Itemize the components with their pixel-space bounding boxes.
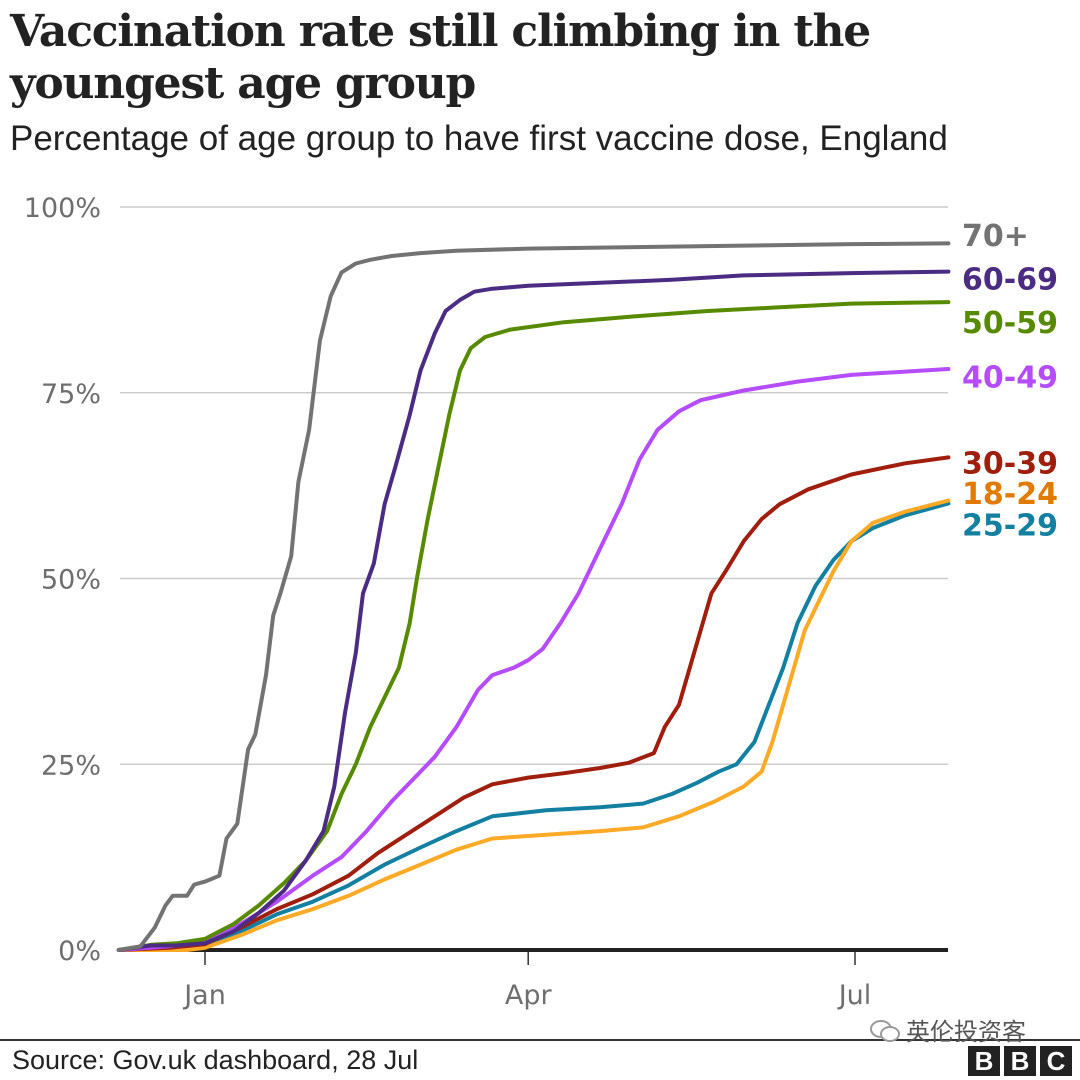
x-tick-label: Apr <box>505 980 553 1011</box>
series-line-18-24 <box>116 498 951 952</box>
watermark: 英伦投资客 <box>870 1012 1026 1047</box>
chart-subtitle: Percentage of age group to have first va… <box>10 119 948 158</box>
y-tick-label: 25% <box>41 750 101 781</box>
y-tick-label: 50% <box>41 565 101 596</box>
wechat-icon <box>870 1018 900 1042</box>
series-lines <box>116 241 951 952</box>
series-line-30-39 <box>116 455 951 952</box>
y-tick-label: 0% <box>58 936 101 967</box>
bbc-logo-letter: B <box>1004 1046 1036 1076</box>
footer-divider <box>0 1039 1080 1041</box>
y-axis: 0% 25% 50% 75% 100% <box>24 193 101 967</box>
x-tick-label: Jul <box>837 980 872 1011</box>
series-label-50-59: 50-59 <box>962 306 1058 341</box>
series-line-40-49 <box>116 367 951 952</box>
series-label-18-24: 18-24 <box>962 477 1058 512</box>
gridlines <box>120 206 948 765</box>
y-tick-label: 100% <box>24 193 101 224</box>
series-label-70plus: 70+ <box>962 219 1029 254</box>
watermark-text: 英伦投资客 <box>906 1018 1026 1046</box>
x-axis: Jan Apr Jul <box>120 948 948 1011</box>
series-line-25-29 <box>116 501 951 952</box>
bbc-logo-letter: B <box>968 1046 1000 1076</box>
series-label-25-29: 25-29 <box>962 508 1058 543</box>
y-tick-label: 75% <box>41 379 101 410</box>
series-label-30-39: 30-39 <box>962 447 1058 482</box>
bbc-logo: B B C <box>968 1046 1072 1076</box>
series-line-60-69 <box>116 269 951 952</box>
source-note: Source: Gov.uk dashboard, 28 Jul <box>12 1045 419 1075</box>
x-tick-label: Jan <box>182 980 226 1011</box>
series-label-40-49: 40-49 <box>962 360 1058 395</box>
chart-title: Vaccination rate still climbing in the y… <box>10 6 871 109</box>
line-chart: 0% 25% 50% 75% 100% Jan Apr Jul 70+ 60-69 50-59 4… <box>24 193 1058 1011</box>
series-label-60-69: 60-69 <box>962 262 1058 297</box>
series-line-70plus <box>116 241 951 952</box>
series-line-50-59 <box>116 300 951 952</box>
bbc-logo-letter: C <box>1040 1046 1072 1076</box>
